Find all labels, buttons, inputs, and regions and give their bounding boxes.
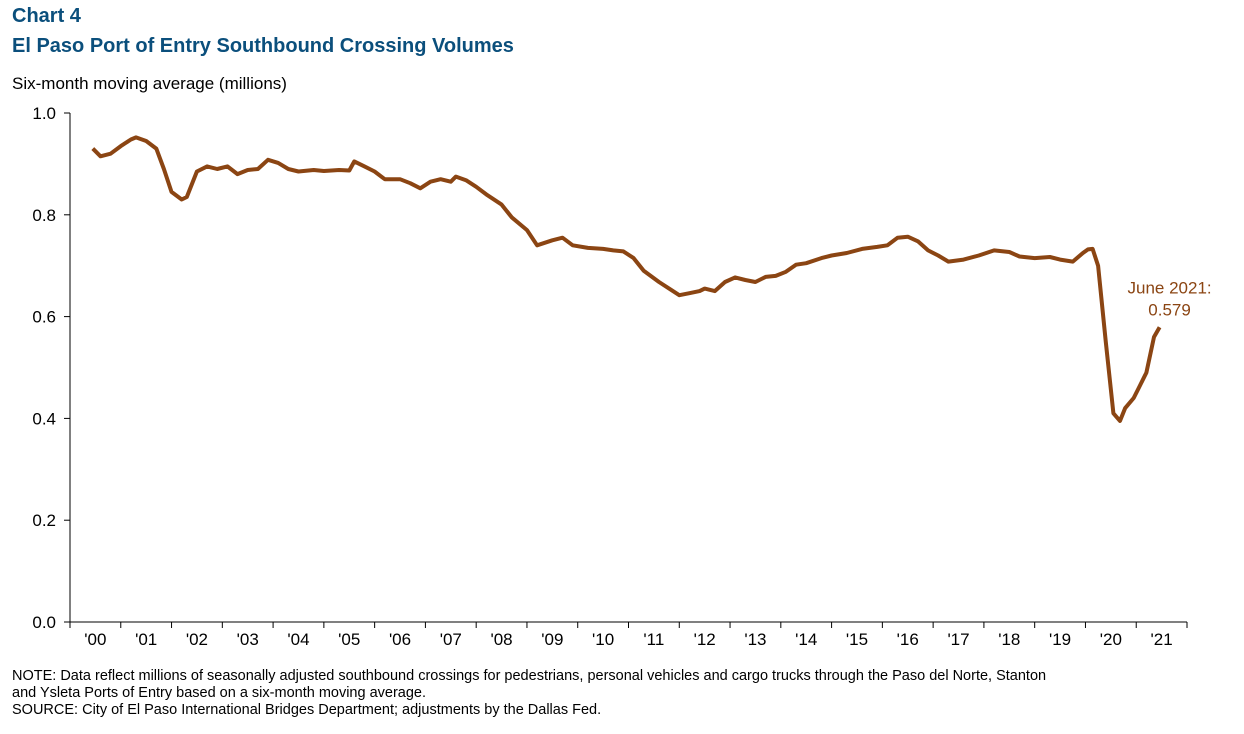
x-tick-label: '17 <box>947 630 969 649</box>
x-tick-label: '08 <box>490 630 512 649</box>
x-tick-label: '02 <box>186 630 208 649</box>
x-tick-label: '09 <box>541 630 563 649</box>
x-tick-label: '15 <box>846 630 868 649</box>
x-tick-label: '18 <box>998 630 1020 649</box>
y-tick-label: 1.0 <box>32 104 56 123</box>
x-tick-label: '21 <box>1151 630 1173 649</box>
x-tick-label: '05 <box>338 630 360 649</box>
x-tick-label: '06 <box>389 630 411 649</box>
chart-title: Chart 4 <box>12 5 82 27</box>
x-tick-label: '16 <box>897 630 919 649</box>
x-tick-label: '13 <box>744 630 766 649</box>
y-tick-label: 0.6 <box>32 308 56 327</box>
note: SOURCE: City of El Paso International Br… <box>12 702 601 718</box>
chart-title: El Paso Port of Entry Southbound Crossin… <box>12 35 514 57</box>
y-tick-label: 0.8 <box>32 206 56 225</box>
x-tick-label: '20 <box>1100 630 1122 649</box>
annotation: June 2021: <box>1128 278 1212 297</box>
x-tick-label: '11 <box>643 630 664 649</box>
y-tick-label: 0.4 <box>32 409 56 428</box>
y-axis-label: Six-month moving average (millions) <box>12 74 287 93</box>
y-tick-label: 0.2 <box>32 511 56 530</box>
x-tick-label: '04 <box>287 630 309 649</box>
x-tick-label: '14 <box>795 630 817 649</box>
y-tick-label: 0.0 <box>32 613 56 632</box>
x-tick-label: '03 <box>237 630 259 649</box>
x-tick-label: '00 <box>84 630 106 649</box>
x-tick-label: '07 <box>440 630 462 649</box>
x-tick-label: '12 <box>694 630 716 649</box>
x-tick-label: '01 <box>135 630 157 649</box>
x-tick-label: '19 <box>1049 630 1071 649</box>
note: and Ysleta Ports of Entry based on a six… <box>12 685 426 701</box>
annotation: 0.579 <box>1148 300 1191 319</box>
data-line <box>91 135 1162 423</box>
note: NOTE: Data reflect millions of seasonall… <box>12 668 1046 684</box>
x-tick-label: '10 <box>592 630 614 649</box>
